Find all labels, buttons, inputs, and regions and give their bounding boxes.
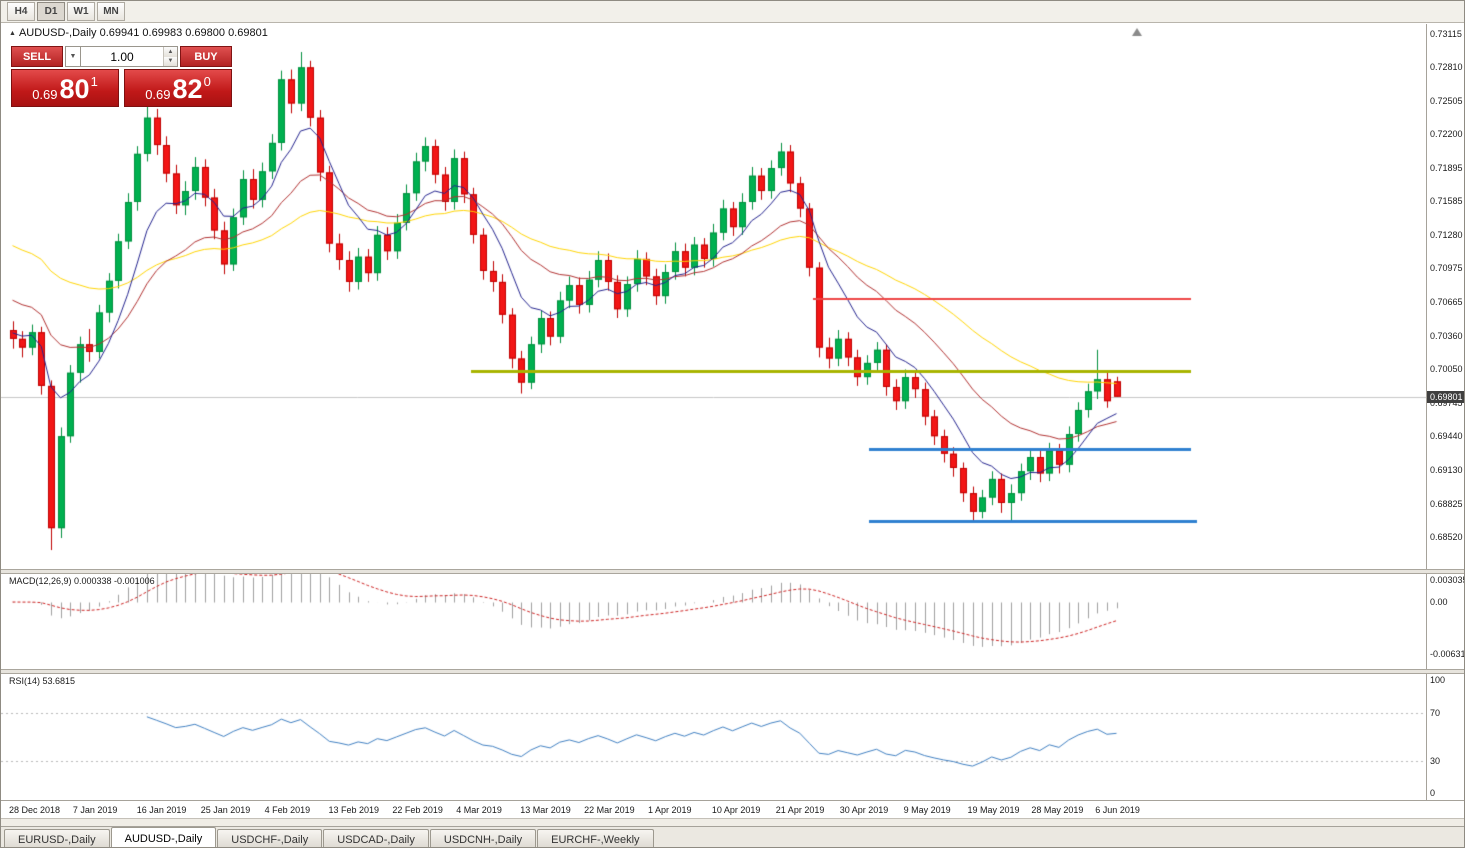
price-axis-label: 0.70665 <box>1430 297 1463 308</box>
macd-indicator-pane: MACD(12,26,9) 0.000338 -0.001006 <box>1 574 1426 669</box>
buy-button[interactable]: BUY <box>180 46 232 67</box>
price-axis-label: 0.73115 <box>1430 28 1462 39</box>
sell-button[interactable]: SELL <box>11 46 63 67</box>
volume-stepper: ▲ ▼ <box>163 47 177 66</box>
chart-ohlc-text: AUDUSD-,Daily 0.69941 0.69983 0.69800 0.… <box>18 27 268 39</box>
timeframe-toolbar: H4 D1 W1 MN <box>1 1 1464 23</box>
buy-price-point: 0 <box>203 73 211 89</box>
price-axis-label: 0.70975 <box>1430 263 1463 274</box>
price-axis-label: 0.72200 <box>1430 129 1463 140</box>
macd-axis-label: 0.003035 <box>1430 575 1465 585</box>
macd-axis: 0.003035 0.00 -0.006311 <box>1426 574 1465 669</box>
volume-dropdown-icon[interactable]: ▼ <box>65 46 81 67</box>
macd-canvas[interactable] <box>1 574 1426 669</box>
period-button-w1[interactable]: W1 <box>67 2 95 21</box>
date-axis-label: 22 Feb 2019 <box>392 805 443 815</box>
date-axis-label: 22 Mar 2019 <box>584 805 635 815</box>
chart-tab-eurchf-weekly[interactable]: EURCHF-,Weekly <box>537 829 654 847</box>
date-axis-label: 13 Feb 2019 <box>328 805 380 815</box>
volume-box: ▲ ▼ <box>81 46 178 67</box>
volume-input[interactable] <box>81 47 163 66</box>
date-axis-label: 28 May 2019 <box>1031 805 1084 815</box>
rsi-axis-label: 100 <box>1430 675 1446 685</box>
date-axis-label: 19 May 2019 <box>967 805 1020 815</box>
sell-price-tile[interactable]: 0.69 80 1 <box>11 69 119 107</box>
rsi-indicator-pane: RSI(14) 53.6815 <box>1 674 1426 800</box>
pane-divider[interactable] <box>1 669 1464 674</box>
date-axis-label: 9 May 2019 <box>903 805 951 815</box>
macd-axis-label: 0.00 <box>1430 597 1448 607</box>
date-axis-label: 30 Apr 2019 <box>839 805 889 815</box>
price-axis-label: 0.70360 <box>1430 330 1463 341</box>
buy-price-frac: 0.69 <box>145 86 171 102</box>
date-axis-label: 25 Jan 2019 <box>200 805 251 815</box>
pane-divider[interactable] <box>1 569 1464 574</box>
horizontal-scrollbar[interactable] <box>1 818 1464 826</box>
price-axis-label: 0.69745 <box>1430 397 1463 408</box>
date-axis: 28 Dec 2018 7 Jan 2019 16 Jan 2019 25 Jan 2… <box>1 800 1464 818</box>
period-button-mn[interactable]: MN <box>97 2 125 21</box>
date-axis-label: 7 Jan 2019 <box>72 805 118 815</box>
date-axis-label: 6 Jun 2019 <box>1095 805 1140 815</box>
volume-up-icon[interactable]: ▲ <box>164 47 177 57</box>
date-axis-label: 10 Apr 2019 <box>711 805 761 815</box>
price-chart-canvas[interactable] <box>1 24 1426 569</box>
current-price-tag: 0.69801 <box>1427 390 1464 403</box>
chart-tab-usdchf-daily[interactable]: USDCHF-,Daily <box>217 829 323 847</box>
price-axis-label: 0.71895 <box>1430 162 1463 173</box>
rsi-canvas[interactable] <box>1 674 1426 800</box>
chart-tab-bar: EURUSD-,Daily AUDUSD-,Daily USDCHF-,Daily U… <box>1 826 1464 847</box>
date-axis-label: 21 Apr 2019 <box>775 805 825 815</box>
date-axis-label: 13 Mar 2019 <box>520 805 571 815</box>
chart-tab-eurusd-daily[interactable]: EURUSD-,Daily <box>4 829 110 847</box>
collapse-trade-panel-icon[interactable]: ▲ <box>9 29 16 37</box>
rsi-axis-label: 0 <box>1430 788 1436 798</box>
date-axis-label: 1 Apr 2019 <box>648 805 692 815</box>
macd-axis-label: -0.006311 <box>1430 648 1465 659</box>
price-axis-label: 0.72810 <box>1430 62 1463 73</box>
period-button-d1[interactable]: D1 <box>37 2 65 21</box>
rsi-axis-label: 70 <box>1430 708 1441 719</box>
price-axis-label: 0.71585 <box>1430 196 1463 207</box>
buy-price-pips: 82 <box>172 74 203 105</box>
date-axis-label: 4 Feb 2019 <box>264 805 311 815</box>
price-chart-pane: ▲ AUDUSD-,Daily 0.69941 0.69983 0.69800 0… <box>1 24 1426 569</box>
price-axis-label: 0.70050 <box>1430 364 1463 375</box>
price-axis-label: 0.69130 <box>1430 465 1463 476</box>
chart-ohlc-header: ▲ AUDUSD-,Daily 0.69941 0.69983 0.69800 0… <box>9 27 268 39</box>
chart-tab-audusd-daily[interactable]: AUDUSD-,Daily <box>110 827 217 847</box>
sell-price-frac: 0.69 <box>32 86 58 102</box>
sell-price-point: 1 <box>90 73 98 89</box>
volume-down-icon[interactable]: ▼ <box>164 56 177 66</box>
price-axis-label: 0.71280 <box>1430 229 1463 240</box>
chart-tab-usdcnh-daily[interactable]: USDCNH-,Daily <box>429 829 537 847</box>
price-axis-label: 0.68825 <box>1430 498 1463 509</box>
buy-price-tile[interactable]: 0.69 82 0 <box>124 69 232 107</box>
date-axis-label: 4 Mar 2019 <box>456 805 502 815</box>
rsi-axis-label: 30 <box>1430 755 1441 766</box>
one-click-trading-panel: SELL ▼ ▲ ▼ BUY 0.69 80 1 <box>11 46 232 107</box>
chart-tab-usdcad-daily[interactable]: USDCAD-,Daily <box>323 829 429 847</box>
price-axis[interactable]: 0.69801 0.73115 0.72810 0.72505 0.72200 0.71… <box>1426 24 1464 569</box>
price-axis-label: 0.68520 <box>1430 531 1463 542</box>
rsi-axis: 100 70 30 0 <box>1426 674 1464 800</box>
price-axis-label: 0.69440 <box>1430 431 1463 442</box>
macd-label: MACD(12,26,9) 0.000338 -0.001006 <box>9 576 155 586</box>
date-axis-label: 28 Dec 2018 <box>9 805 61 815</box>
rsi-label: RSI(14) 53.6815 <box>9 676 76 686</box>
period-button-h4[interactable]: H4 <box>7 2 35 21</box>
price-axis-label: 0.72505 <box>1430 95 1463 106</box>
sell-price-pips: 80 <box>59 74 90 105</box>
date-axis-label: 16 Jan 2019 <box>136 805 187 815</box>
